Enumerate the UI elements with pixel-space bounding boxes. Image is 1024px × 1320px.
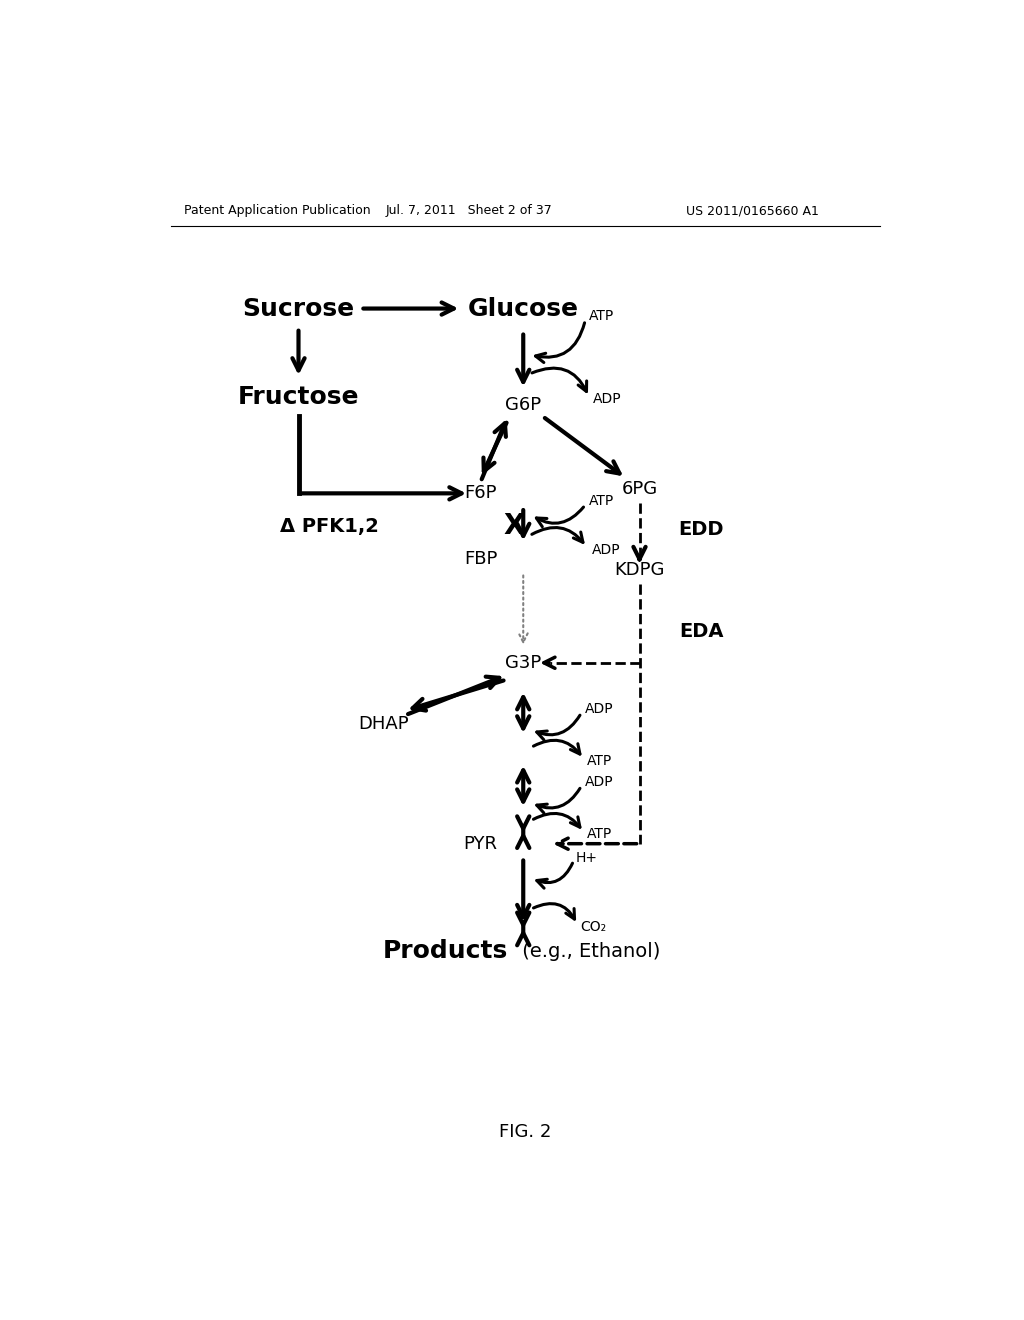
Text: ADP: ADP bbox=[593, 392, 622, 407]
Text: Patent Application Publication: Patent Application Publication bbox=[183, 205, 371, 218]
Text: Δ PFK1,2: Δ PFK1,2 bbox=[280, 516, 379, 536]
Text: CO₂: CO₂ bbox=[581, 920, 607, 933]
Text: ATP: ATP bbox=[587, 826, 612, 841]
Text: ATP: ATP bbox=[589, 309, 614, 323]
Text: H+: H+ bbox=[575, 850, 598, 865]
Text: KDPG: KDPG bbox=[614, 561, 665, 579]
Text: Jul. 7, 2011   Sheet 2 of 37: Jul. 7, 2011 Sheet 2 of 37 bbox=[386, 205, 552, 218]
Text: EDD: EDD bbox=[679, 520, 724, 540]
Text: X: X bbox=[503, 512, 524, 540]
Text: Glucose: Glucose bbox=[468, 297, 579, 321]
Text: ATP: ATP bbox=[587, 754, 612, 767]
Text: US 2011/0165660 A1: US 2011/0165660 A1 bbox=[686, 205, 819, 218]
Text: ADP: ADP bbox=[586, 775, 613, 789]
Text: 6PG: 6PG bbox=[622, 480, 657, 499]
Text: ATP: ATP bbox=[589, 494, 614, 508]
Text: G6P: G6P bbox=[505, 396, 542, 413]
Text: ADP: ADP bbox=[586, 702, 613, 715]
Text: EDA: EDA bbox=[679, 623, 724, 642]
Text: G3P: G3P bbox=[505, 653, 542, 672]
Text: Fructose: Fructose bbox=[238, 385, 359, 409]
Text: FIG. 2: FIG. 2 bbox=[499, 1123, 551, 1142]
Text: ADP: ADP bbox=[592, 543, 621, 557]
Text: Sucrose: Sucrose bbox=[243, 297, 354, 321]
Text: (e.g., Ethanol): (e.g., Ethanol) bbox=[515, 942, 659, 961]
Text: PYR: PYR bbox=[464, 834, 498, 853]
Text: F6P: F6P bbox=[464, 484, 497, 503]
Text: FBP: FBP bbox=[464, 550, 498, 568]
Text: DHAP: DHAP bbox=[358, 715, 409, 734]
Text: Products: Products bbox=[383, 940, 508, 964]
